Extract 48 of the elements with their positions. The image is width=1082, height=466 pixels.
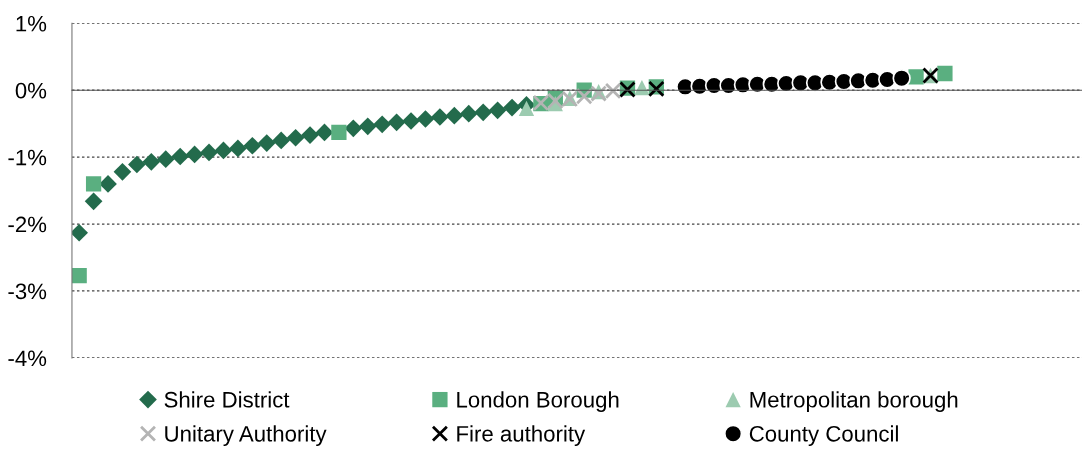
legend-label: Fire authority (457, 425, 586, 447)
point (286, 128, 305, 147)
legend-label: Shire District (164, 391, 290, 408)
point (474, 103, 493, 122)
point (156, 150, 175, 168)
point (431, 108, 449, 126)
point (315, 123, 334, 142)
point (71, 223, 89, 242)
point (243, 136, 262, 155)
point (402, 112, 420, 130)
point (301, 126, 319, 144)
point (113, 163, 132, 181)
point (85, 176, 102, 192)
point (171, 147, 190, 166)
point (518, 100, 535, 116)
point (257, 134, 276, 152)
y-tick-label: -1% (8, 149, 47, 166)
point (373, 115, 392, 134)
point (937, 65, 953, 82)
point (84, 192, 103, 211)
legend-label: County Council (749, 425, 898, 447)
point (459, 104, 478, 123)
y-tick-label: 1% (16, 15, 47, 32)
point (185, 145, 204, 164)
point (488, 101, 507, 120)
point (387, 113, 406, 132)
legend-label: London Borough (457, 391, 619, 412)
point (416, 110, 435, 128)
y-tick-label: -3% (8, 283, 47, 300)
point (344, 119, 363, 138)
point (445, 106, 464, 125)
legend-label: Unitary Authority (165, 425, 327, 447)
legend-label: Metropolitan borough (750, 391, 958, 412)
y-tick-label: -2% (8, 216, 47, 233)
y-tick-label: 0% (15, 82, 47, 99)
point (358, 117, 377, 136)
point (272, 131, 291, 150)
point (128, 155, 146, 174)
point (331, 124, 347, 141)
point (71, 267, 87, 284)
point (214, 141, 233, 160)
y-tick-label: -4% (8, 350, 47, 367)
point (503, 98, 521, 117)
point (99, 175, 117, 193)
point (892, 69, 911, 88)
point (229, 139, 247, 158)
point (142, 152, 161, 171)
point (200, 143, 218, 162)
